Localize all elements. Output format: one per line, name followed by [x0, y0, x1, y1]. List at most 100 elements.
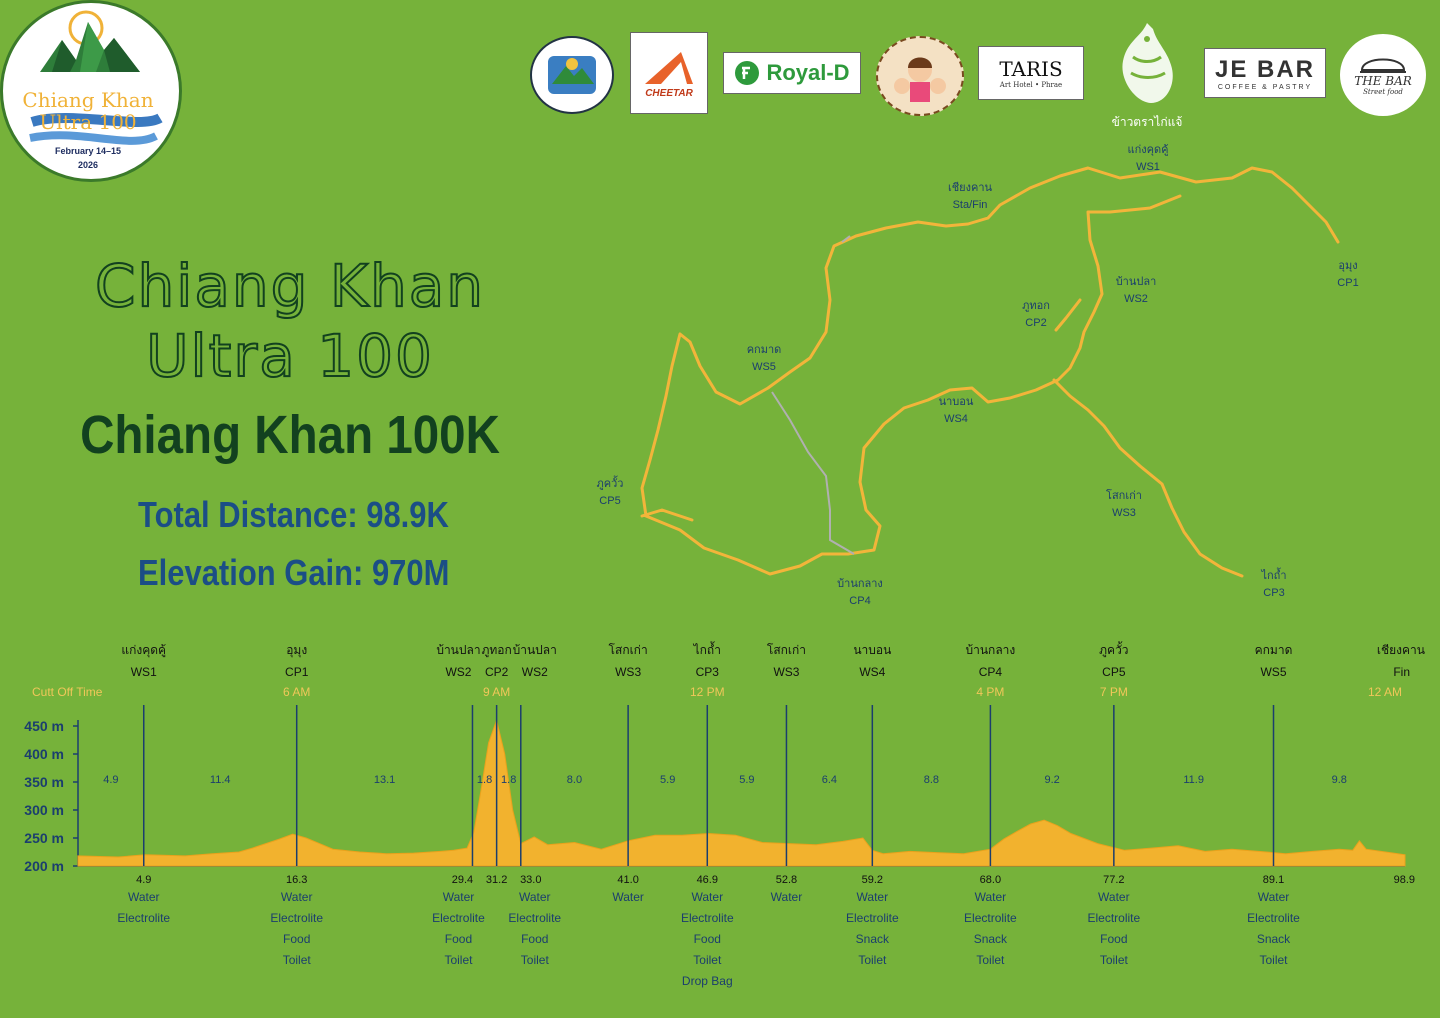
station-code: WS3	[615, 665, 641, 679]
station-code: CP3	[696, 665, 720, 679]
y-tick-label: 200 m	[24, 858, 64, 874]
y-tick-label: 250 m	[24, 830, 64, 846]
station-service: Electrolite	[964, 911, 1017, 925]
elevation-area-layer	[77, 718, 1406, 867]
station-km: 52.8	[776, 874, 797, 886]
station-code: WS4	[859, 665, 885, 679]
station-name: โสกเก่า	[767, 643, 806, 657]
map-label-ws3: โสกเก่า WS3	[1084, 488, 1164, 522]
map-label-code: CP3	[1263, 587, 1285, 599]
station-code: CP1	[285, 665, 309, 679]
segment-distance-label: 6.4	[822, 774, 837, 786]
map-label-name: นาบอน	[938, 396, 974, 408]
station-service: Electrolite	[117, 911, 170, 925]
station-cutoff-time: 4 PM	[976, 685, 1004, 699]
family-cartoon-icon	[894, 57, 946, 102]
royal-d-logo: Royal-D	[723, 52, 861, 94]
map-label-code: WS5	[752, 361, 776, 373]
station-km: 41.0	[617, 874, 638, 886]
station-service: Electrolite	[432, 911, 485, 925]
station-cutoff-time: 12 PM	[690, 685, 725, 699]
y-tick-label: 400 m	[24, 746, 64, 762]
municipality-seal-logo	[530, 36, 614, 114]
elevation-profile-chart: Cutt Off Time 450 m 400 m 350 m 300 m 250 m 2…	[24, 641, 1425, 988]
station-service: Snack	[1257, 932, 1291, 946]
segment-distance-label: 5.9	[660, 774, 675, 786]
rooster-icon	[1122, 22, 1173, 103]
route-map	[640, 166, 1340, 578]
the-bar-logo: THE BAR Street food	[1340, 34, 1426, 116]
map-label-cp5: ภูควั้ว CP5	[570, 476, 650, 510]
station-service: Electrolite	[270, 911, 323, 925]
station-name: นาบอน	[853, 643, 891, 657]
station-name: โสกเก่า	[609, 643, 648, 657]
station-service: Water	[128, 890, 160, 904]
station-km: 98.9	[1394, 874, 1415, 886]
map-label-code: WS3	[1112, 507, 1136, 519]
map-label-name: บ้านปลา	[1115, 276, 1157, 288]
station-service: Toilet	[1259, 953, 1288, 967]
station-name: ไกถ้ำ	[693, 641, 721, 657]
station-service: Snack	[856, 932, 890, 946]
station-service: Toilet	[693, 953, 722, 967]
station-service: Water	[975, 890, 1007, 904]
station-code: WS1	[131, 665, 157, 679]
station-name: ภูควั้ว	[1099, 641, 1128, 658]
station-code: WS3	[773, 665, 799, 679]
y-tick-label: 300 m	[24, 802, 64, 818]
total-distance: Total Distance: 98.9K	[138, 494, 449, 535]
map-label-name: ภูทอก	[1022, 300, 1050, 312]
station-service: Water	[443, 890, 475, 904]
segment-distance-label: 11.9	[1183, 774, 1204, 786]
station-service: Water	[857, 890, 889, 904]
event-title-line2: Ultra 100	[145, 321, 434, 391]
station-service: Toilet	[858, 953, 887, 967]
cheetar-logo: CHEETAR	[630, 32, 708, 114]
taris-name: TARIS	[999, 57, 1063, 81]
station-service: Water	[612, 890, 644, 904]
station-name: บ้านกลาง	[966, 643, 1016, 657]
khaotrakaicha-logo: ข้าวตราไก่แจ้	[1100, 14, 1194, 134]
station-service: Food	[1100, 932, 1127, 946]
the-bar-name: THE BAR	[1354, 74, 1412, 88]
segment-distance-label: 13.1	[374, 774, 395, 786]
cheetar-name: CHEETAR	[645, 87, 693, 99]
mountain-logo-icon	[29, 10, 163, 145]
logo-title-line1: Chiang Khan	[22, 88, 154, 112]
station-name: แก่งคุดคู้	[121, 643, 166, 658]
map-label-ws1: แก่งคุดคู้ WS1	[1108, 142, 1188, 176]
burger-icon	[1360, 58, 1406, 73]
station-km: 46.9	[697, 874, 718, 886]
station-service: Toilet	[283, 953, 312, 967]
station-code: CP2	[485, 665, 509, 679]
route-road-segment-2	[841, 235, 851, 243]
je-bar-logo: JE BAR COFFEE & PASTRY	[1204, 48, 1326, 98]
je-bar-name: JE BAR	[1214, 55, 1316, 83]
station-km: 4.9	[136, 874, 151, 886]
station-service: Toilet	[976, 953, 1005, 967]
station-cutoff-time: 6 AM	[283, 685, 310, 699]
station-service: Electrolite	[508, 911, 561, 925]
map-label-name: แก่งคุดคู้	[1127, 144, 1169, 156]
map-label-cp4: บ้านกลาง CP4	[820, 576, 900, 610]
station-service: Drop Bag	[682, 974, 733, 988]
segment-distance-label: 8.8	[924, 774, 939, 786]
station-service: Toilet	[521, 953, 550, 967]
station-cutoff-time: 9 AM	[483, 685, 510, 699]
map-label-code: WS1	[1136, 161, 1160, 173]
map-label-code: WS2	[1124, 293, 1148, 305]
station-code: WS2	[445, 665, 471, 679]
station-name: ภูทอก	[481, 643, 511, 658]
y-tick-label: 350 m	[24, 774, 64, 790]
station-service: Water	[1098, 890, 1130, 904]
station-name: คกมาด	[1255, 643, 1293, 657]
elevation-area	[77, 718, 1406, 867]
map-label-name: ภูควั้ว	[596, 478, 624, 490]
station-km: 77.2	[1103, 874, 1124, 886]
station-cutoff-time: 7 PM	[1100, 685, 1128, 699]
station-km: 68.0	[980, 874, 1001, 886]
map-label-code: CP2	[1025, 317, 1047, 329]
station-km: 16.3	[286, 874, 307, 886]
logo-date-line1: February 14–15	[54, 146, 122, 156]
route-road-segment	[771, 391, 855, 555]
